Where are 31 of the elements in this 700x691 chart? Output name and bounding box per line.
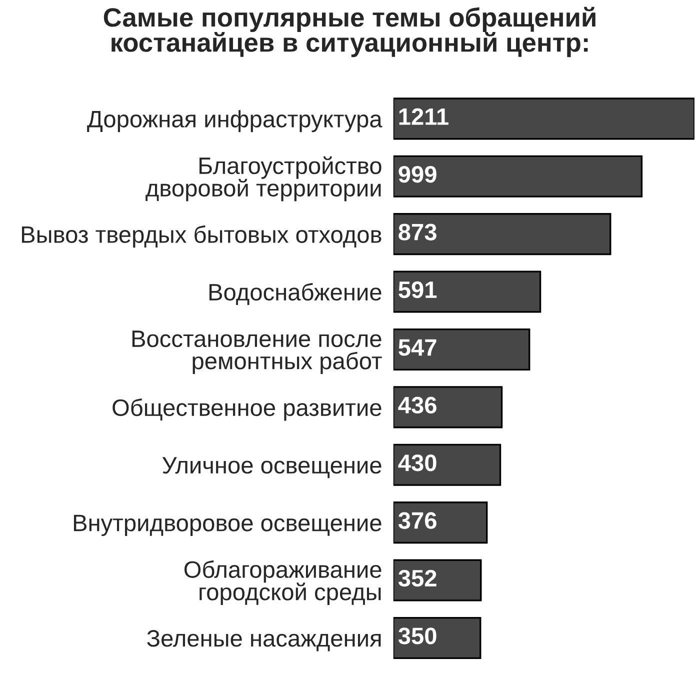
bar — [393, 502, 488, 544]
y-tick-label: Зеленые насаждения — [147, 630, 381, 652]
bar — [393, 559, 482, 602]
bar — [393, 386, 503, 428]
y-tick-label: Облагораживание городской среды — [184, 560, 382, 606]
data-label: 591 — [398, 281, 437, 298]
data-label: 547 — [398, 339, 436, 356]
bar — [393, 98, 694, 140]
y-tick-label: Общественное развитие — [112, 398, 382, 421]
data-label: 1211 — [399, 108, 448, 125]
y-tick-label: Дорожная инфраструктура — [87, 110, 382, 132]
y-tick-label: Восстановление после ремонтных работ — [132, 330, 382, 374]
bar — [393, 155, 643, 198]
bar — [393, 270, 542, 313]
data-label: 999 — [398, 166, 436, 183]
y-tick-label: Водоснабжение — [209, 283, 382, 306]
data-label: 350 — [398, 628, 436, 644]
chart-title: Самые популярные темы обращений костанайцев в ситуационный центр: — [104, 6, 596, 58]
data-label: 873 — [398, 224, 436, 240]
data-label: 436 — [398, 396, 436, 414]
y-tick-label: Вывоз твердых бытовых отходов — [22, 225, 382, 248]
y-tick-label: Уличное освещение — [162, 457, 382, 478]
bar — [393, 616, 482, 659]
data-label: 376 — [398, 512, 436, 529]
bar — [393, 444, 502, 486]
data-label: 430 — [398, 454, 436, 472]
data-label: 352 — [398, 570, 436, 587]
bar — [393, 328, 530, 371]
bar — [393, 213, 612, 256]
y-tick-label: Внутридворовое освещение — [74, 514, 382, 536]
y-tick-label: Благоустройство дворовой территории — [146, 156, 382, 202]
